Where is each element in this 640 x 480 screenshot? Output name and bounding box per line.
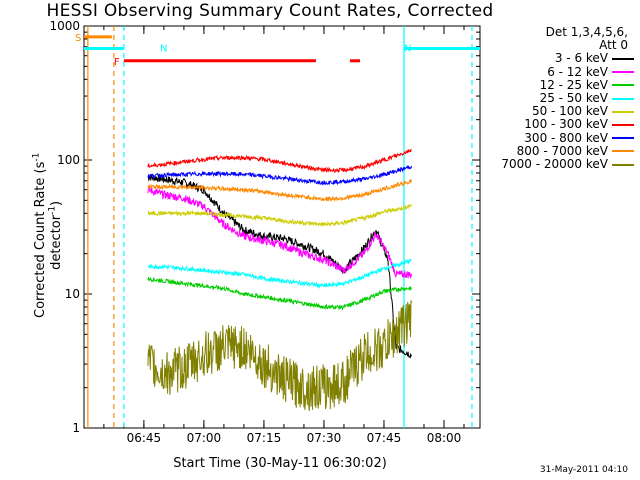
x-tick-label: 08:00 (427, 431, 462, 445)
legend-swatch (612, 150, 634, 153)
flag-label: N (404, 43, 411, 54)
legend-label: 25 - 50 keV (539, 91, 608, 106)
legend-swatch (612, 84, 634, 87)
flag-label: S (75, 33, 81, 44)
chart-title: HESSI Observing Summary Count Rates, Cor… (46, 1, 494, 21)
series-line (147, 300, 412, 412)
legend-item: 25 - 50 keV (484, 91, 634, 106)
y-tick-label: 1 (72, 421, 80, 435)
timestamp-label: 31-May-2011 04:10 (539, 465, 628, 475)
series-line (147, 149, 412, 174)
legend-swatch (612, 124, 634, 127)
series-line (147, 185, 412, 280)
legend-header-line1: Det 1,3,4,5,6, (545, 25, 628, 39)
legend-label: 100 - 300 keV (524, 117, 608, 132)
series-line (147, 173, 412, 359)
legend-label: 300 - 800 keV (524, 130, 608, 145)
y-tick-label: 10 (65, 287, 80, 301)
legend-item: 800 - 7000 keV (484, 143, 634, 158)
series-line (147, 204, 412, 227)
legend-swatch (612, 110, 634, 113)
legend-swatch (612, 71, 634, 74)
legend-label: 12 - 25 keV (539, 77, 608, 92)
series-line (147, 179, 412, 203)
legend-item: 12 - 25 keV (484, 77, 634, 92)
legend-header-line2: Att 0 (599, 38, 628, 53)
x-tick-label: 07:45 (367, 431, 402, 445)
chart-legend: Det 1,3,4,5,6, Att 0 3 - 6 keV 6 - 12 keV… (484, 25, 634, 172)
legend-label: 50 - 100 keV (531, 104, 608, 119)
legend-item: 50 - 100 keV (484, 105, 634, 118)
x-tick-label: 07:00 (187, 431, 222, 445)
flag-label: N (160, 43, 167, 54)
y-tick-label: 100 (57, 153, 80, 167)
legend-item: 7000 - 20000 keV (484, 157, 634, 172)
legend-swatch (612, 137, 634, 140)
plot-frame (83, 25, 481, 429)
legend-item: 6 - 12 keV (484, 64, 634, 79)
x-tick-label: 07:15 (247, 431, 282, 445)
legend-label: 6 - 12 keV (547, 64, 608, 79)
y-axis-label: Corrected Count Rate (s-1 detector-1) (31, 152, 65, 318)
y-tick-label: 1000 (49, 19, 80, 33)
x-axis-label: Start Time (30-May-11 06:30:02) (173, 456, 387, 471)
series-line (147, 276, 412, 311)
legend-item: 3 - 6 keV (484, 52, 634, 65)
series-line (147, 258, 412, 289)
legend-item: 100 - 300 keV (484, 118, 634, 131)
series-line (147, 164, 412, 186)
legend-label: 800 - 7000 keV (516, 143, 608, 158)
legend-swatch (612, 163, 634, 166)
legend-swatch (612, 58, 634, 60)
flag-label: F (114, 57, 120, 68)
legend-label: 7000 - 20000 keV (501, 157, 608, 172)
x-tick-label: 06:45 (127, 431, 162, 445)
legend-label: 3 - 6 keV (554, 51, 608, 66)
legend-item: 300 - 800 keV (484, 130, 634, 145)
x-tick-label: 07:30 (307, 431, 342, 445)
legend-swatch (612, 97, 634, 100)
